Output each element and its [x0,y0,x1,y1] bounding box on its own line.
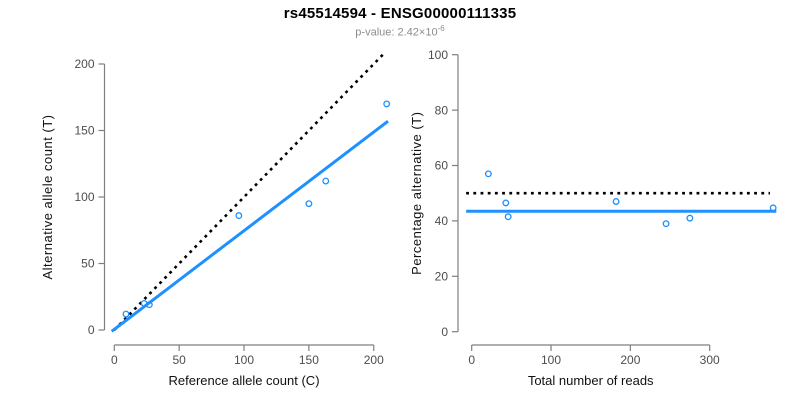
right-data-point [502,199,510,207]
left-data-point [322,177,330,185]
right-y-axis-title: Percentage alternative (T) [409,112,424,275]
right-y-tick-label: 80 [435,103,449,117]
right-y-tick-label: 40 [435,214,449,228]
right-data-point [686,214,694,222]
left-data-point [235,212,243,220]
right-data-point [662,220,670,228]
right-x-tick-label: 100 [541,353,561,367]
pvalue-exponent: -6 [437,24,445,33]
right-x-axis-title: Total number of reads [528,373,654,388]
left-identity-line [113,51,387,331]
left-fit-line [110,119,389,333]
right-x-tick-label: 0 [468,353,475,367]
left-y-tick-label: 0 [88,323,95,337]
left-plot: 0 50 100 150 200 0 50 100 150 200 Reference allele… [40,51,391,388]
left-x-tick-label: 0 [111,353,118,367]
left-data-point [305,200,313,208]
left-data-point [145,301,153,309]
right-plot: 0 20 40 60 80 100 0 100 200 300 Total number of re… [409,48,777,388]
left-y-axis-title: Alternative allele count (T) [40,114,55,279]
right-data-point [612,198,620,205]
right-x-tick-label: 300 [700,353,720,367]
right-data-point [504,213,512,221]
left-x-tick-label: 150 [299,353,319,367]
left-y-tick-label: 200 [74,57,94,71]
right-y-tick-label: 100 [428,48,448,62]
right-y-tick-label: 0 [441,325,448,339]
left-x-tick-label: 50 [172,353,186,367]
right-y-tick-label: 60 [435,159,449,173]
left-x-tick-label: 100 [234,353,254,367]
pvalue-text: p-value: 2.42×10 [355,26,438,39]
right-data-point [484,170,492,178]
right-y-tick-label: 20 [435,270,449,284]
figure-subtitle: p-value: 2.42×10-6 [0,24,800,39]
left-x-tick-label: 200 [364,353,384,367]
left-y-tick-label: 100 [74,190,94,204]
figure-title: rs45514594 - ENSG00000111335 [283,5,517,22]
left-data-point [122,310,130,318]
left-data-point [383,100,391,108]
right-x-tick-label: 200 [620,353,640,367]
right-data-point [769,204,777,212]
left-x-axis-title: Reference allele count (C) [169,373,320,388]
left-y-tick-label: 50 [81,257,95,271]
left-y-tick-label: 150 [74,124,94,138]
